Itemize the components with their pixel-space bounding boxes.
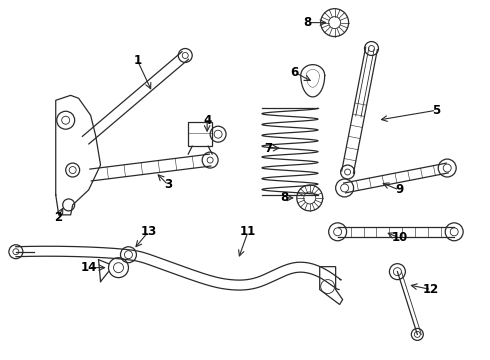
Text: 13: 13	[140, 225, 156, 238]
Text: 12: 12	[423, 283, 440, 296]
Text: 5: 5	[432, 104, 441, 117]
Text: 7: 7	[264, 141, 272, 155]
Text: 3: 3	[164, 179, 172, 192]
Text: 6: 6	[291, 66, 299, 79]
Text: 9: 9	[395, 184, 404, 197]
Text: 8: 8	[281, 192, 289, 204]
Text: 4: 4	[203, 114, 211, 127]
Text: 14: 14	[80, 261, 97, 274]
Text: 10: 10	[392, 231, 408, 244]
Text: 8: 8	[304, 16, 312, 29]
Text: 11: 11	[240, 225, 256, 238]
Text: 1: 1	[133, 54, 142, 67]
Text: 2: 2	[54, 211, 62, 224]
